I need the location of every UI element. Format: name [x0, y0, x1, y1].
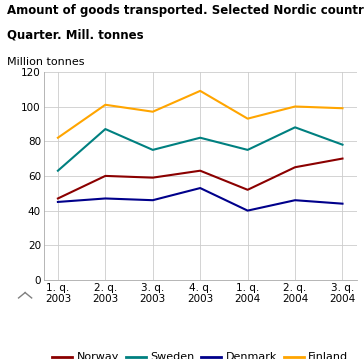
Text: Million tonnes: Million tonnes — [7, 57, 85, 67]
Sweden — [56, 169, 60, 173]
Norway — [293, 165, 297, 169]
Finland — [340, 106, 345, 111]
Line: Finland: Finland — [58, 91, 343, 138]
Norway — [198, 169, 202, 173]
Norway — [103, 174, 107, 178]
Denmark — [151, 198, 155, 202]
Norway — [151, 176, 155, 180]
Sweden — [340, 143, 345, 147]
Denmark — [198, 186, 202, 190]
Denmark — [56, 200, 60, 204]
Finland — [151, 109, 155, 114]
Denmark — [245, 209, 250, 213]
Finland — [293, 104, 297, 109]
Sweden — [103, 127, 107, 131]
Sweden — [198, 136, 202, 140]
Finland — [103, 103, 107, 107]
Finland — [198, 89, 202, 93]
Denmark — [340, 201, 345, 206]
Norway — [245, 188, 250, 192]
Sweden — [151, 148, 155, 152]
Finland — [56, 136, 60, 140]
Denmark — [293, 198, 297, 202]
Denmark — [103, 196, 107, 201]
Sweden — [245, 148, 250, 152]
Finland — [245, 117, 250, 121]
Text: Quarter. Mill. tonnes: Quarter. Mill. tonnes — [7, 29, 144, 42]
Sweden — [293, 125, 297, 130]
Text: Amount of goods transported. Selected Nordic countries.: Amount of goods transported. Selected No… — [7, 4, 364, 17]
Line: Norway: Norway — [58, 159, 343, 199]
Norway — [340, 157, 345, 161]
Line: Denmark: Denmark — [58, 188, 343, 211]
Line: Sweden: Sweden — [58, 127, 343, 171]
Legend: Norway, Sweden, Denmark, Finland: Norway, Sweden, Denmark, Finland — [48, 348, 353, 359]
Norway — [56, 196, 60, 201]
